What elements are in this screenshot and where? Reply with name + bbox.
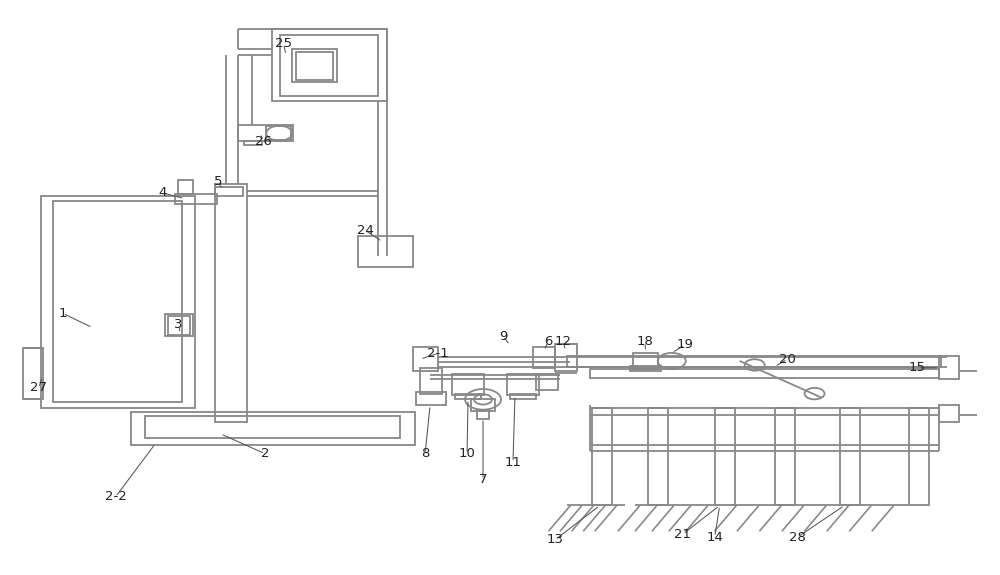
Bar — [533, 347, 555, 368]
Bar — [178, 179, 193, 194]
Bar — [590, 369, 939, 378]
Bar — [23, 348, 43, 400]
Text: 8: 8 — [421, 447, 429, 461]
Bar — [165, 315, 193, 336]
Bar — [477, 410, 489, 419]
Bar — [292, 49, 337, 82]
Text: 28: 28 — [789, 531, 806, 543]
Text: 11: 11 — [504, 456, 521, 469]
Bar — [471, 400, 495, 411]
Text: 18: 18 — [636, 335, 653, 348]
Bar — [244, 141, 262, 145]
Bar — [238, 125, 293, 141]
Bar — [53, 201, 182, 402]
Bar — [215, 186, 243, 196]
Bar — [266, 126, 291, 140]
Text: 26: 26 — [255, 135, 272, 148]
Bar — [840, 408, 860, 505]
Bar — [416, 393, 446, 405]
Bar — [131, 412, 415, 445]
Text: 4: 4 — [158, 186, 167, 200]
Bar — [452, 374, 484, 396]
Bar — [296, 52, 333, 80]
Bar — [280, 34, 378, 97]
Bar — [41, 196, 195, 408]
Text: 10: 10 — [459, 447, 475, 461]
Bar — [168, 316, 190, 335]
Bar — [145, 416, 400, 438]
Bar — [715, 408, 735, 505]
Text: 3: 3 — [174, 319, 183, 331]
Bar — [555, 344, 577, 371]
Bar — [175, 194, 217, 204]
Text: 25: 25 — [275, 37, 292, 50]
Text: 5: 5 — [214, 175, 223, 188]
Text: 14: 14 — [706, 531, 723, 543]
Text: 19: 19 — [676, 338, 693, 351]
Text: 13: 13 — [546, 534, 563, 546]
Bar — [567, 356, 941, 367]
Bar — [507, 374, 539, 396]
Bar — [413, 347, 438, 371]
Text: 6: 6 — [544, 335, 552, 348]
Bar — [592, 408, 612, 505]
Bar — [272, 29, 387, 101]
Text: 24: 24 — [357, 224, 374, 237]
Bar — [633, 353, 658, 369]
Text: 2-2: 2-2 — [105, 490, 126, 503]
Bar — [648, 408, 668, 505]
Bar — [510, 394, 536, 400]
Text: 1: 1 — [58, 307, 67, 320]
Text: 12: 12 — [554, 335, 571, 348]
Bar — [630, 366, 661, 371]
Bar — [939, 356, 959, 380]
Text: 9: 9 — [499, 329, 507, 343]
Text: 15: 15 — [909, 361, 926, 374]
Text: 21: 21 — [674, 528, 691, 540]
Bar — [775, 408, 795, 505]
Bar — [215, 184, 247, 422]
Text: 20: 20 — [779, 352, 796, 366]
Bar — [909, 408, 929, 505]
Bar — [455, 394, 481, 400]
Text: 2-1: 2-1 — [427, 347, 449, 360]
Bar — [420, 368, 442, 394]
Text: 27: 27 — [30, 381, 47, 394]
Text: 7: 7 — [479, 473, 487, 486]
Text: 2: 2 — [261, 447, 270, 461]
Bar — [939, 405, 959, 422]
Bar — [358, 236, 413, 267]
Bar — [536, 374, 558, 390]
